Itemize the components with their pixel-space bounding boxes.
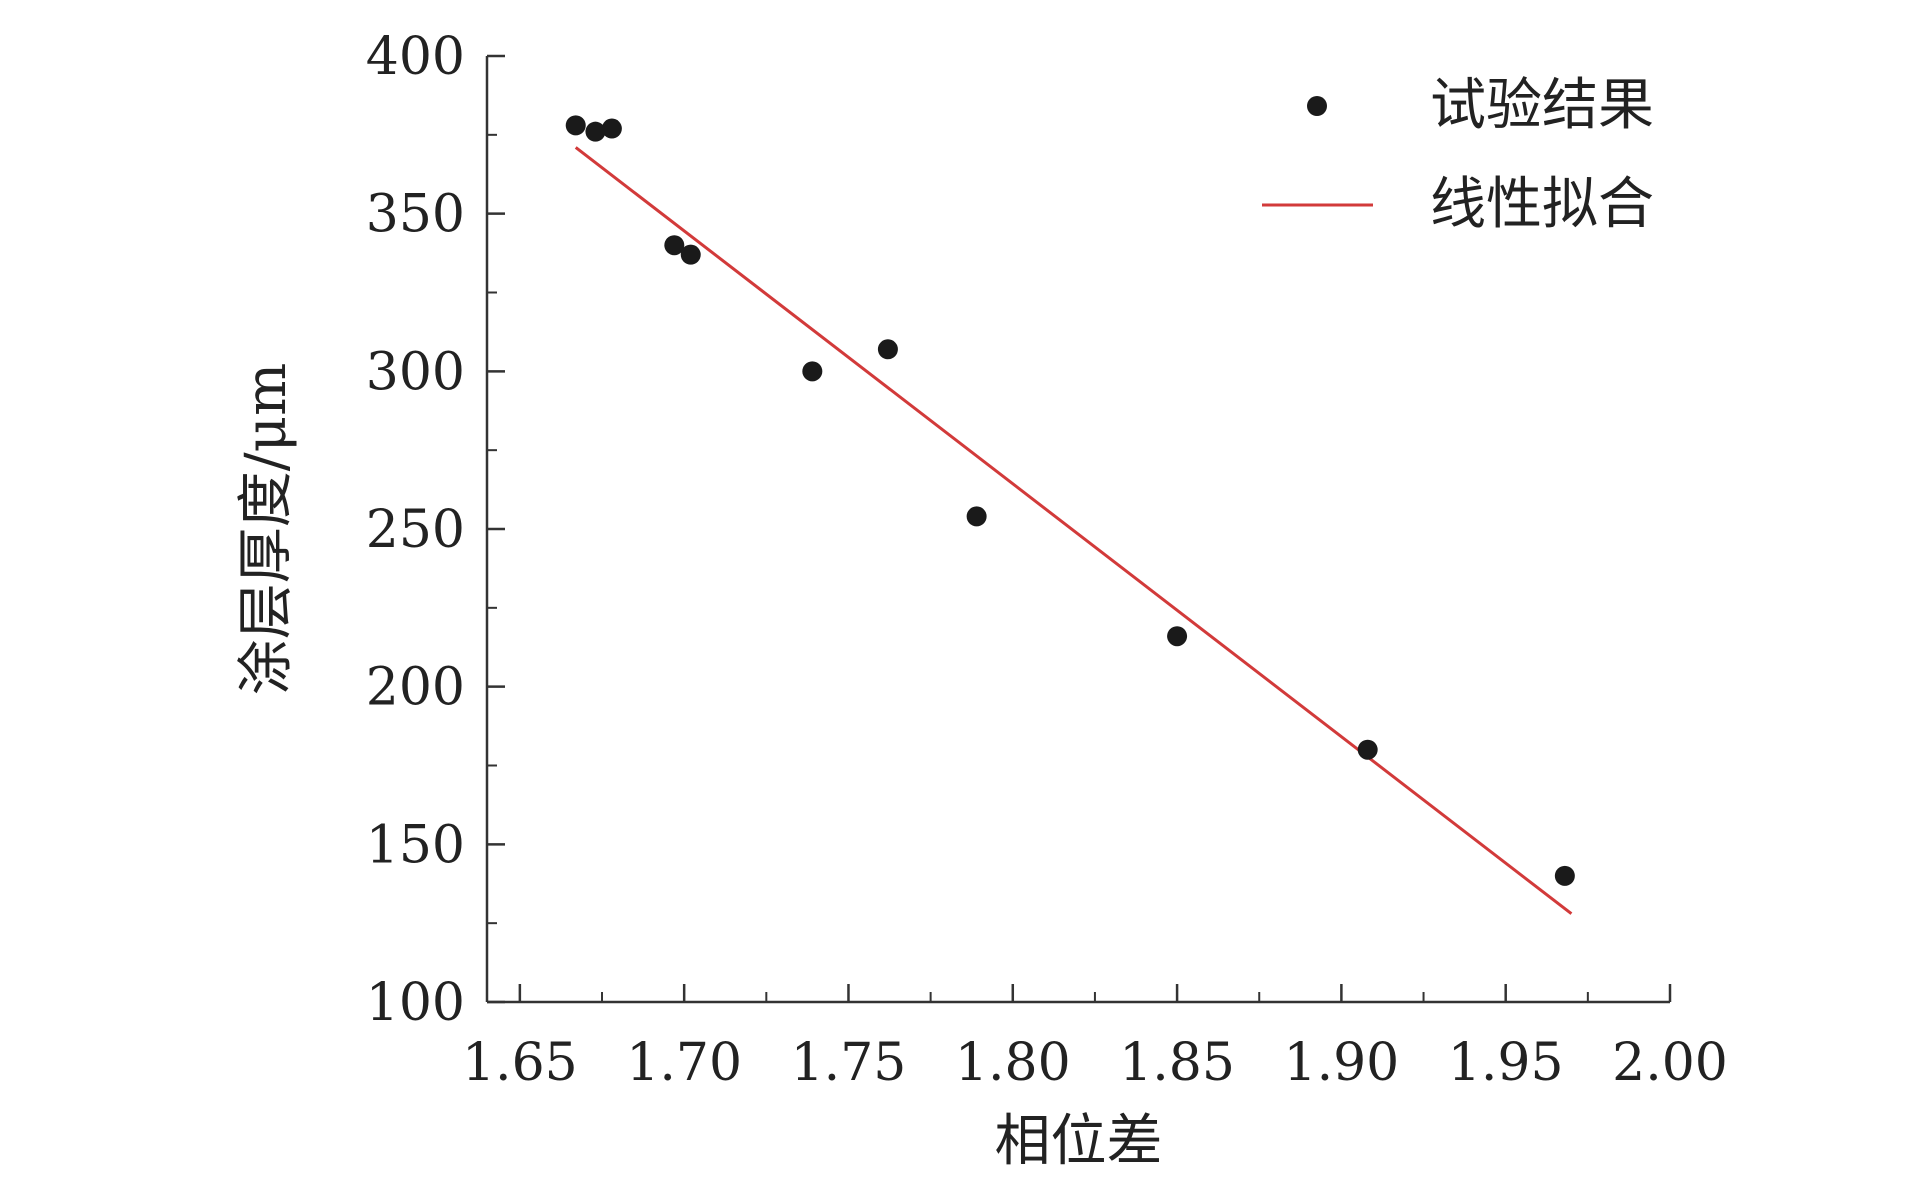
data-point <box>877 339 898 360</box>
x-tick-label: 1.75 <box>791 1033 907 1093</box>
x-axis-title: 相位差 <box>995 1109 1163 1174</box>
legend-label-scatter: 试验结果 <box>1430 73 1654 138</box>
linear-fit-line <box>574 146 1573 915</box>
y-tick-label: 150 <box>366 815 465 875</box>
data-point <box>1357 739 1378 760</box>
axis-labels-layer: 相位差 涂层厚度/μm <box>234 363 1163 1174</box>
data-point <box>966 506 987 527</box>
x-tick-label: 1.85 <box>1119 1033 1235 1093</box>
fit-line-layer <box>574 146 1573 915</box>
y-tick-label: 350 <box>366 185 465 245</box>
x-tick-label: 1.70 <box>626 1033 742 1093</box>
data-points-layer <box>565 115 1575 886</box>
y-tick-label: 100 <box>366 973 465 1033</box>
x-tick-label: 1.90 <box>1283 1033 1399 1093</box>
axes: 1.65 1.70 1.75 1.80 1.85 1.90 1.95 2.00 100 150 20… <box>366 27 1728 1093</box>
y-tick-label: 250 <box>366 500 465 560</box>
y-tick-label: 300 <box>366 342 465 402</box>
y-axis-title: 涂层厚度/μm <box>234 363 299 695</box>
x-tick-label: 1.65 <box>462 1033 578 1093</box>
data-point <box>802 361 823 382</box>
data-point <box>601 118 622 139</box>
data-point <box>1554 865 1575 886</box>
legend-label-line: 线性拟合 <box>1430 172 1654 237</box>
x-tick-label: 1.80 <box>955 1033 1071 1093</box>
x-tick-label: 1.95 <box>1448 1033 1564 1093</box>
x-tick-label: 2.00 <box>1612 1033 1728 1093</box>
data-point <box>1167 626 1188 647</box>
y-tick-label: 200 <box>366 658 465 718</box>
data-point <box>664 235 685 256</box>
data-point <box>680 244 701 265</box>
y-tick-label: 400 <box>366 27 465 87</box>
data-point <box>565 115 586 136</box>
data-point <box>585 121 606 142</box>
legend-marker-scatter <box>1307 96 1327 116</box>
